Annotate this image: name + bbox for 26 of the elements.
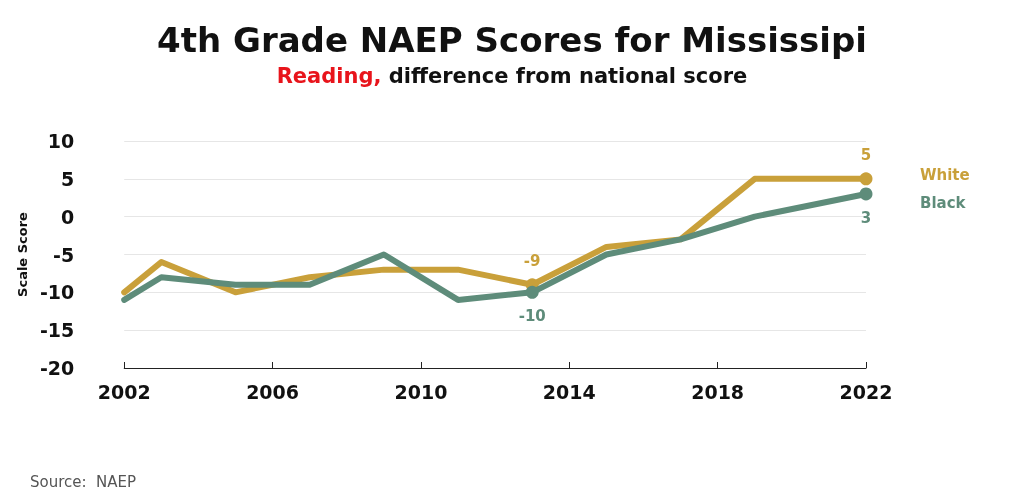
- source-note: Source: NAEP: [30, 472, 137, 491]
- point: [859, 172, 873, 186]
- y-tick-label: -10: [39, 281, 75, 304]
- y-tick-label: 0: [60, 205, 75, 228]
- y-tick-label: 10: [47, 130, 75, 152]
- chart-title: 4th Grade NAEP Scores for Mississipi: [157, 20, 867, 60]
- y-tick-label: -5: [53, 243, 75, 266]
- text: Black: [920, 194, 967, 213]
- data-label: -10: [518, 307, 546, 326]
- data-label: -9: [523, 251, 541, 270]
- text: White: [920, 166, 970, 184]
- x-tick-label: 2022: [839, 380, 893, 403]
- x-tick-label: 2002: [97, 380, 151, 403]
- point: [525, 285, 539, 299]
- data-label: 5: [860, 145, 872, 164]
- point: [859, 187, 873, 201]
- x-tick-label: 2018: [691, 380, 745, 403]
- x-tick-label: 2006: [246, 380, 300, 403]
- x-tick-label: 2010: [394, 380, 448, 403]
- y-tick-label: -15: [39, 319, 75, 342]
- y-tick-label: 5: [60, 167, 75, 190]
- data-label: 3: [860, 208, 872, 227]
- x-tick-label: 2014: [542, 380, 596, 403]
- chart-subtitle: Reading, difference from national score: [276, 63, 748, 88]
- y-tick-label: -20: [39, 357, 75, 379]
- y-axis-title: Scale Score: [15, 211, 30, 297]
